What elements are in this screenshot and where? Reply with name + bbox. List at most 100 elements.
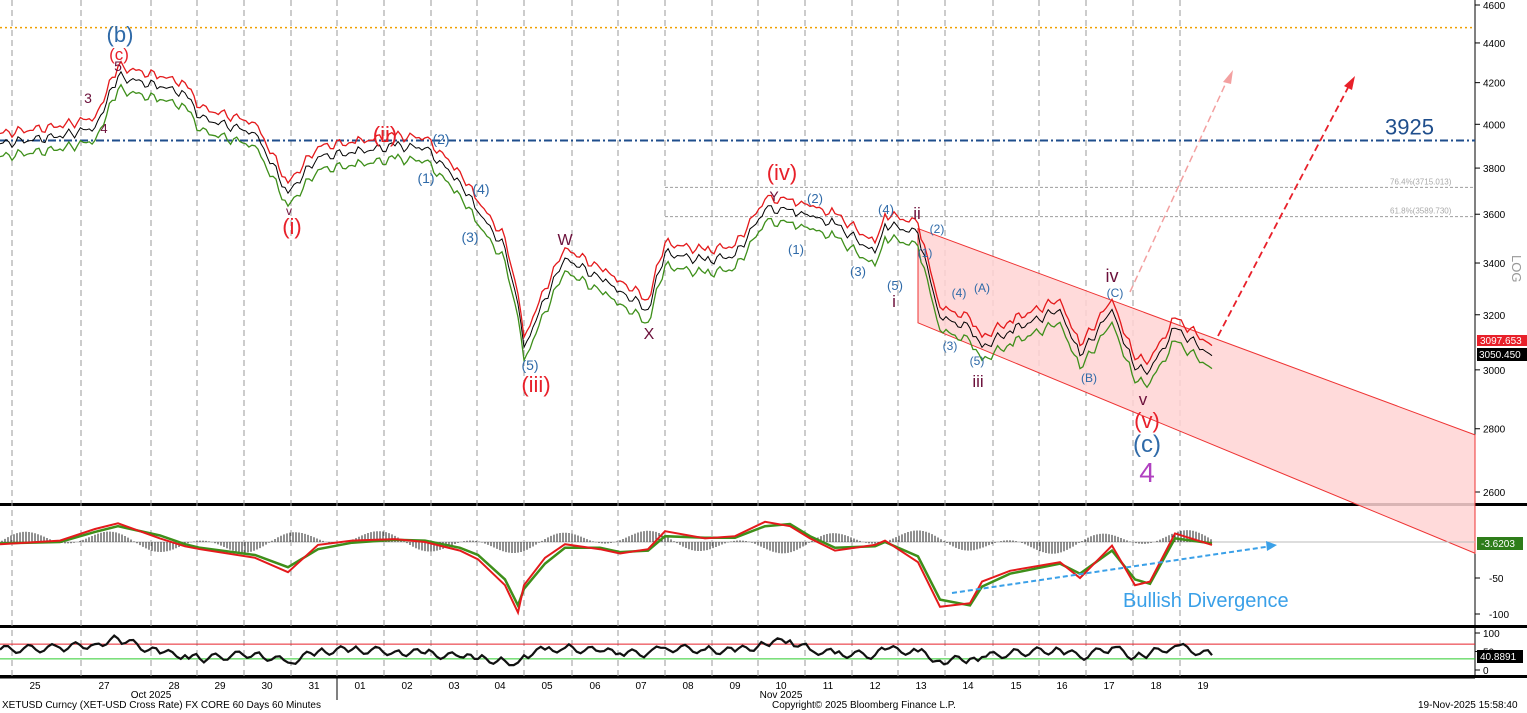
- price-y-tick-label: 4000: [1483, 120, 1506, 131]
- wave-label: (iii): [521, 372, 550, 397]
- wave-label: (i): [282, 214, 302, 239]
- descending-channel: [917, 227, 1476, 554]
- divergence-arrowhead: [1266, 541, 1277, 551]
- fib-level-label: 76.4%(3715.013): [1390, 177, 1452, 186]
- x-tick-label: 29: [214, 681, 226, 692]
- rsi-value-tag-label: 40.8891: [1480, 652, 1517, 663]
- wave-label: (1): [788, 242, 804, 257]
- x-tick-label: 04: [494, 681, 506, 692]
- x-tick-label: 31: [308, 681, 320, 692]
- wave-label: 3: [84, 90, 92, 106]
- x-tick-label: 02: [401, 681, 413, 692]
- rsi-value-tag: [1477, 650, 1523, 663]
- wave-label: (4): [878, 202, 894, 217]
- month-label: Oct 2025: [131, 690, 172, 700]
- x-tick-label: 25: [29, 681, 41, 692]
- wave-label: (v): [1134, 408, 1160, 433]
- price-y-tick-label: 3200: [1483, 311, 1506, 322]
- x-tick-label: 01: [354, 681, 366, 692]
- x-tick-label: 06: [589, 681, 601, 692]
- oscillator-y-tick-label: -50: [1489, 574, 1504, 585]
- wave-label: ii: [913, 204, 921, 223]
- last-price-tag-label: 3050.450: [1479, 350, 1521, 361]
- wave-label: (2): [432, 131, 449, 147]
- x-tick-label: 12: [869, 681, 881, 692]
- x-tick-label: 03: [448, 681, 460, 692]
- moving-average-fast: [0, 60, 1213, 366]
- wave-label: (5): [970, 354, 985, 368]
- timestamp: 19-Nov-2025 15:58:40: [1418, 700, 1518, 711]
- moving-average-slow: [0, 83, 1213, 389]
- divergence-line: [951, 545, 1273, 594]
- wave-label: (5): [521, 357, 538, 373]
- wave-label: 4: [100, 121, 107, 136]
- wave-label: (ii): [373, 122, 397, 147]
- wave-label: 4: [1139, 457, 1155, 488]
- x-tick-label: 13: [915, 681, 927, 692]
- x-tick-label: 16: [1056, 681, 1068, 692]
- x-tick-label: 09: [729, 681, 741, 692]
- x-tick-label: 19: [1197, 681, 1209, 692]
- ma-price-tag-label: 3097.653: [1480, 336, 1522, 347]
- oscillator-main-line: [0, 520, 1213, 616]
- wave-label: (C): [1107, 286, 1124, 300]
- wave-label: (b): [107, 22, 134, 47]
- wave-label: (3): [461, 229, 478, 245]
- rsi-line: [0, 634, 1213, 667]
- rsi-y-tick-label: 0: [1483, 666, 1489, 677]
- oscillator-value-tag: [1477, 537, 1523, 550]
- price-y-tick-label: 3800: [1483, 164, 1506, 175]
- x-tick-label: 08: [682, 681, 694, 692]
- wave-label: (3): [943, 339, 958, 353]
- log-scale-label: LOG: [1509, 255, 1524, 282]
- x-tick-label: 28: [168, 681, 180, 692]
- wave-label: (A): [974, 281, 990, 295]
- divergence-label: Bullish Divergence: [1123, 590, 1289, 612]
- rsi-y-tick-label: 100: [1483, 629, 1500, 640]
- x-tick-label: 15: [1010, 681, 1022, 692]
- fib-level-label: 61.8%(3589.730): [1390, 207, 1452, 216]
- last-price-tag: [1477, 348, 1527, 361]
- oscillator-value-tag-label: -3.6203: [1481, 539, 1515, 550]
- wave-label: (3): [850, 264, 866, 279]
- price-y-tick-label: 3000: [1483, 366, 1506, 377]
- oscillator-y-tick-label: -100: [1489, 610, 1509, 621]
- resistance-label: 3925: [1385, 114, 1434, 139]
- wave-label: X: [644, 326, 655, 343]
- x-tick-label: 27: [98, 681, 110, 692]
- x-tick-label: 11: [823, 681, 834, 692]
- forecast-arrow-main: [1217, 79, 1353, 337]
- forecast-arrowhead-alt: [1223, 70, 1233, 84]
- x-tick-label: 05: [541, 681, 553, 692]
- price-y-tick-label: 3400: [1483, 259, 1506, 270]
- wave-label: iii: [972, 372, 983, 391]
- wave-label: (B): [1081, 371, 1097, 385]
- price-series-line: [0, 70, 1213, 376]
- price-y-tick-label: 4200: [1483, 79, 1506, 90]
- price-y-tick-label: 2600: [1483, 488, 1506, 499]
- price-y-tick-label: 2800: [1483, 425, 1506, 436]
- wave-label: W: [557, 232, 573, 249]
- x-tick-label: 14: [962, 681, 974, 692]
- x-tick-label: 07: [635, 681, 647, 692]
- x-tick-label: 30: [261, 681, 273, 692]
- ma-price-tag: [1477, 335, 1527, 346]
- wave-label: (4): [472, 181, 489, 197]
- wave-label: i: [892, 292, 896, 311]
- wave-label: v: [286, 204, 292, 218]
- x-tick-label: 10: [775, 681, 787, 692]
- price-y-tick-label: 4400: [1483, 39, 1506, 50]
- wave-label: Y: [769, 188, 779, 204]
- wave-label: (1): [417, 170, 434, 186]
- wave-label: (2): [807, 191, 823, 206]
- wave-label: (2): [930, 222, 945, 236]
- wave-label: (c): [109, 45, 129, 64]
- x-tick-label: 17: [1103, 681, 1115, 692]
- wave-label: v: [1139, 390, 1148, 409]
- wave-label: (5): [887, 278, 903, 293]
- copyright-notice: Copyright© 2025 Bloomberg Finance L.P.: [772, 700, 956, 711]
- x-tick-label: 18: [1150, 681, 1162, 692]
